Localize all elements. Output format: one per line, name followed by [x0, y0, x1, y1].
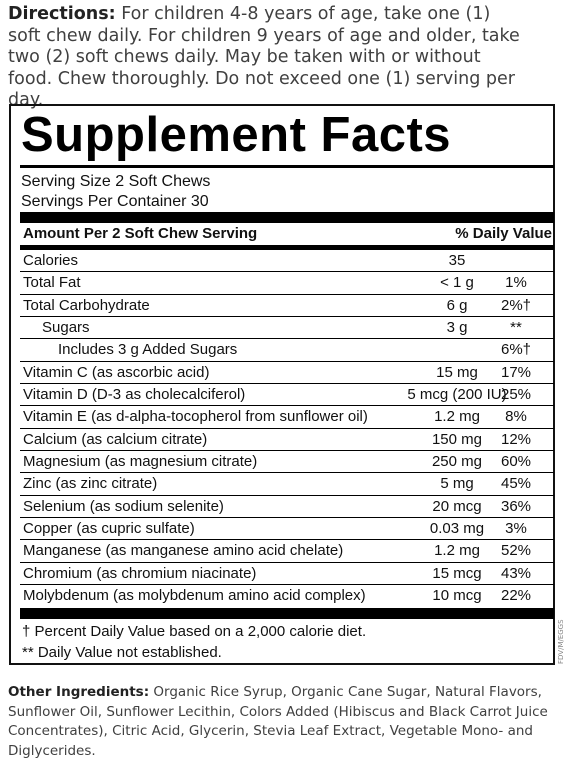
other-ingredients-label: Other Ingredients:: [8, 684, 150, 700]
nutrient-amount: 35: [448, 252, 466, 269]
nutrient-name: Chromium (as chromium niacinate): [23, 564, 257, 582]
other-ingredients: Other Ingredients: Organic Rice Syrup, O…: [8, 683, 558, 761]
nutrient-name: Total Carbohydrate: [23, 296, 150, 314]
nutrient-name: Calcium (as calcium citrate): [23, 430, 208, 448]
nutrient-amount: 1.2 mg: [434, 408, 480, 426]
nutrient-name: Total Fat: [23, 274, 81, 292]
footnote-daily-value: † Percent Daily Value based on a 2,000 c…: [22, 623, 367, 640]
footnote-not-established: ** Daily Value not established.: [22, 644, 222, 661]
facts-title: Supplement Facts: [21, 108, 452, 162]
table-row: Sugars 3 g **: [20, 317, 554, 340]
nutrient-dv: 8%: [505, 408, 527, 426]
nutrient-amount: 0.03 mg: [429, 520, 485, 538]
servings-per-container: Servings Per Container 30: [21, 193, 209, 210]
nutrient-amount: 5 mcg (200 IU): [407, 386, 507, 404]
nutrient-amount: 6 g: [446, 296, 468, 314]
supplement-facts-panel: Supplement Facts Serving Size 2 Soft Che…: [9, 104, 555, 665]
nutrient-dv: 2%†: [500, 296, 532, 314]
table-row: Magnesium (as magnesium citrate) 250 mg 60…: [20, 451, 554, 474]
nutrient-dv: 12%: [500, 430, 532, 448]
directions-body: For children 4-8 years of age, take one …: [8, 4, 520, 110]
nutrient-amount: 250 mg: [431, 453, 483, 471]
table-row: Includes 3 g Added Sugars 6%†: [20, 339, 554, 362]
nutrient-amount: 20 mcg: [432, 497, 482, 515]
nutrient-dv: **: [510, 319, 522, 337]
thick-rule-top: [20, 212, 554, 223]
nutrient-amount: 10 mcg: [432, 587, 482, 605]
nutrient-dv: 45%: [500, 475, 532, 493]
daily-value-header: % Daily Value: [455, 225, 552, 242]
nutrient-name: Vitamin C (as ascorbic acid): [23, 363, 210, 381]
table-row: Copper (as cupric sulfate) 0.03 mg 3%: [20, 518, 554, 541]
nutrient-amount: 150 mg: [431, 430, 483, 448]
nutrient-name: Sugars: [42, 319, 90, 337]
nutrient-dv: 52%: [500, 542, 532, 560]
table-row: Vitamin C (as ascorbic acid) 15 mg 17%: [20, 362, 554, 385]
nutrient-amount: 5 mg: [440, 475, 474, 493]
nutrient-amount: 1.2 mg: [434, 542, 480, 560]
nutrient-dv: 60%: [500, 453, 532, 471]
nutrient-name: Vitamin E (as d-alpha-tocopherol from su…: [23, 408, 368, 426]
table-row: Calories 35: [20, 250, 554, 273]
nutrient-dv: 36%: [500, 497, 532, 515]
nutrient-dv: 1%: [505, 274, 527, 292]
table-row: Vitamin D (D-3 as cholecalciferol) 5 mcg …: [20, 384, 554, 407]
nutrient-dv: 25%: [500, 386, 532, 404]
nutrient-name: Includes 3 g Added Sugars: [58, 341, 238, 359]
nutrient-name: Molybdenum (as molybdenum amino acid com…: [23, 587, 366, 605]
table-row: Calcium (as calcium citrate) 150 mg 12%: [20, 429, 554, 452]
nutrient-name: Copper (as cupric sulfate): [23, 520, 195, 538]
directions-text: Directions: For children 4-8 years of ag…: [8, 4, 528, 112]
side-code: FDV/M/EGGS: [557, 619, 565, 664]
table-row: Manganese (as manganese amino acid chela…: [20, 540, 554, 563]
directions-label: Directions:: [8, 4, 116, 24]
nutrient-amount: 15 mcg: [432, 564, 482, 582]
nutrient-table: Calories 35 Total Fat < 1 g 1% Total Carboh…: [20, 250, 554, 608]
nutrient-name: Calories: [23, 252, 79, 269]
nutrient-amount: 15 mg: [436, 363, 478, 381]
table-row: Molybdenum (as molybdenum amino acid com…: [20, 585, 554, 607]
nutrient-amount: < 1 g: [440, 274, 474, 292]
other-ingredients-text: Organic Rice Syrup, Organic Cane Sugar, …: [8, 684, 548, 759]
table-row: Total Carbohydrate 6 g 2%†: [20, 295, 554, 318]
nutrient-amount: 3 g: [446, 319, 468, 337]
table-row: Selenium (as sodium selenite) 20 mcg 36%: [20, 496, 554, 519]
table-row: Vitamin E (as d-alpha-tocopherol from su…: [20, 406, 554, 429]
amount-header: Amount Per 2 Soft Chew Serving % Daily V…: [20, 223, 554, 245]
nutrient-dv: 22%: [500, 587, 532, 605]
table-row: Zinc (as zinc citrate) 5 mg 45%: [20, 473, 554, 496]
serving-size: Serving Size 2 Soft Chews: [21, 173, 211, 190]
nutrient-name: Selenium (as sodium selenite): [23, 497, 224, 515]
title-rule: [20, 165, 554, 168]
nutrient-dv: 6%†: [500, 341, 532, 359]
thick-rule-bottom: [20, 608, 554, 619]
nutrient-dv: 17%: [500, 363, 532, 381]
nutrient-dv: 3%: [505, 520, 527, 538]
table-row: Chromium (as chromium niacinate) 15 mcg 43…: [20, 563, 554, 586]
nutrient-dv: 43%: [500, 564, 532, 582]
nutrient-name: Vitamin D (D-3 as cholecalciferol): [23, 386, 246, 404]
header-rule: [20, 245, 554, 250]
nutrient-name: Manganese (as manganese amino acid chela…: [23, 542, 344, 560]
nutrient-name: Zinc (as zinc citrate): [23, 475, 158, 493]
nutrient-name: Magnesium (as magnesium citrate): [23, 453, 258, 471]
table-row: Total Fat < 1 g 1%: [20, 272, 554, 295]
amount-header-label: Amount Per 2 Soft Chew Serving: [23, 225, 258, 242]
